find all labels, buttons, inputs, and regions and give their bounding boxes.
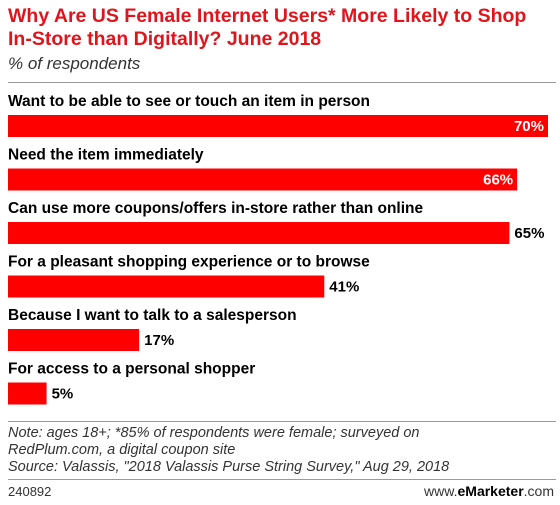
value-label: 17% [144, 332, 174, 349]
brand-name: eMarketer [457, 483, 524, 499]
chart-title: Why Are US Female Internet Users* More L… [8, 5, 527, 50]
value-label: 65% [514, 225, 544, 242]
source-line: Source: Valassis, "2018 Valassis Purse S… [8, 459, 450, 475]
note-line-2: RedPlum.com, a digital coupon site [8, 442, 236, 458]
footer-divider [8, 421, 556, 422]
bar [8, 168, 518, 191]
value-label: 5% [52, 386, 74, 403]
note-line-1: Note: ages 18+; *85% of respondents were… [8, 425, 420, 441]
brand-prefix: www. [424, 483, 458, 499]
bar [8, 329, 140, 351]
bar [8, 115, 548, 137]
bar [8, 222, 510, 244]
category-label: For access to a personal shopper [8, 361, 255, 378]
category-label: For a pleasant shopping experience or to… [8, 254, 370, 271]
brand-logo: www.eMarketer.com [424, 483, 554, 499]
bar [8, 382, 47, 405]
chart-note: Note: ages 18+; *85% of respondents were… [8, 425, 553, 476]
bar [8, 275, 325, 298]
chart-subtitle: % of respondents [8, 54, 141, 73]
brand-suffix: .com [523, 483, 554, 499]
bottom-divider [8, 479, 556, 480]
category-label: Because I want to talk to a salesperson [8, 307, 297, 324]
chart-id: 240892 [8, 484, 52, 499]
category-label: Can use more coupons/offers in-store rat… [8, 200, 423, 217]
category-label: Need the item immediately [8, 147, 204, 164]
category-label: Want to be able to see or touch an item … [8, 93, 370, 110]
value-label: 41% [329, 279, 359, 296]
bar-chart: Want to be able to see or touch an item … [8, 93, 548, 405]
value-label: 66% [483, 172, 513, 189]
value-label: 70% [514, 118, 544, 135]
top-divider [8, 82, 556, 83]
